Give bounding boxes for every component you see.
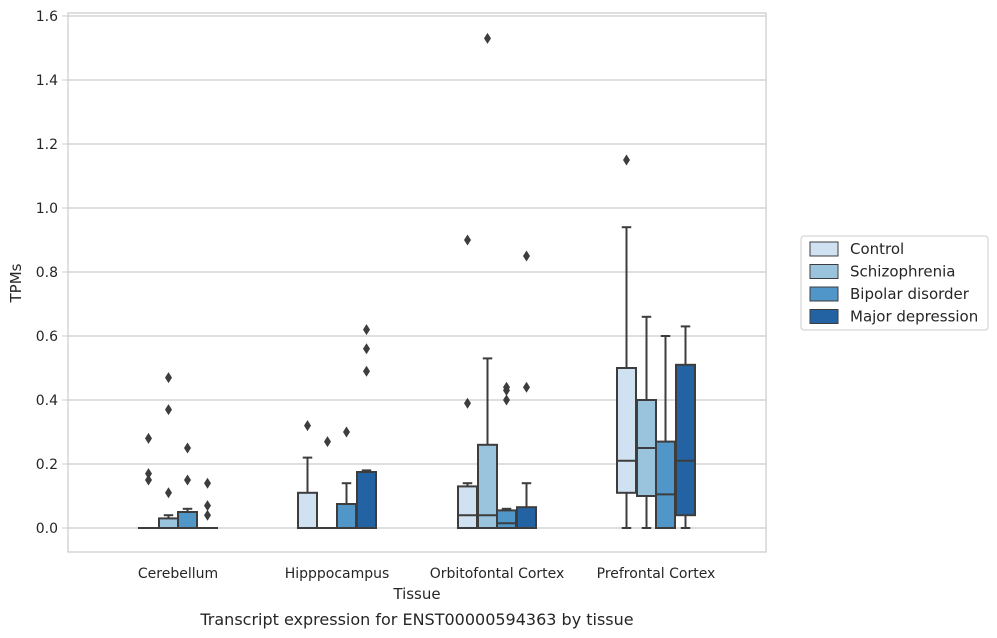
outlier-point (165, 404, 172, 416)
series-major-depression (197, 250, 696, 530)
box-cerebellum (177, 442, 198, 529)
outlier-point (343, 426, 350, 438)
outlier-point (145, 432, 152, 444)
box-prefrontal-cortex (616, 154, 637, 529)
x-axis-ticks: Cerebellum Hipppocampus Orbitofontal Corte… (138, 566, 715, 582)
y-tick-label: 0.6 (36, 329, 58, 345)
outlier-point (464, 397, 471, 409)
outlier-point (165, 487, 172, 499)
grid-lines (68, 15, 766, 529)
y-tick-label: 0.0 (36, 521, 58, 537)
outlier-point (623, 154, 630, 166)
legend-frame (800, 235, 989, 331)
legend-item: Control (809, 240, 904, 258)
box-orbitofontal-cortex (516, 250, 537, 530)
box-hipppocampus (317, 436, 338, 530)
box-body (356, 471, 377, 529)
outlier-point (464, 234, 471, 246)
legend-item: Major depression (809, 308, 978, 326)
outlier-point (145, 474, 152, 486)
box-cerebellum (197, 477, 218, 530)
outlier-point (324, 436, 331, 448)
series-bipolar-disorder (177, 335, 676, 530)
box-body (516, 506, 537, 530)
chart-caption: Transcript expression for ENST0000059436… (199, 610, 633, 629)
outlier-point (184, 474, 191, 486)
y-tick-label: 1.0 (36, 201, 58, 217)
x-axis-label: Tissue (392, 585, 440, 603)
box-body (616, 367, 637, 494)
box-hipppocampus (356, 324, 377, 529)
box-cerebellum (138, 432, 159, 530)
outlier-point (503, 394, 510, 406)
box-body (336, 503, 357, 529)
legend-swatch (809, 309, 839, 324)
legend-swatch (809, 264, 839, 279)
box-groups (138, 32, 696, 530)
legend-label: Schizophrenia (850, 263, 955, 281)
legend-swatch (809, 241, 839, 257)
plot-area-frame (67, 12, 767, 553)
outlier-point (523, 381, 530, 393)
legend-item: Schizophrenia (809, 263, 955, 281)
series-control (138, 154, 637, 530)
series-schizophrenia (158, 32, 657, 530)
y-tick-label: 1.2 (36, 137, 58, 153)
outlier-point (523, 250, 530, 262)
y-tick-label: 1.6 (36, 9, 58, 25)
x-tick-label: Hipppocampus (285, 566, 390, 582)
y-tick-label: 0.8 (36, 265, 58, 281)
box-body (675, 363, 696, 517)
box-prefrontal-cortex (636, 315, 657, 529)
legend: Control Schizophrenia Bipolar disorder Majo… (800, 235, 989, 331)
box-cerebellum (158, 372, 179, 530)
x-tick-label: Prefrontal Cortex (597, 566, 716, 582)
outlier-point (363, 365, 370, 377)
box-body (457, 485, 478, 529)
y-axis-label: TPMs (7, 263, 25, 303)
box-orbitofontal-cortex (477, 32, 498, 529)
outlier-point (204, 477, 211, 489)
box-prefrontal-cortex (675, 325, 696, 529)
box-prefrontal-cortex (655, 335, 676, 530)
legend-swatch (809, 286, 839, 302)
legend-item: Bipolar disorder (809, 285, 970, 303)
legend-label: Control (850, 240, 904, 258)
x-tick-label: Orbitofontal Cortex (430, 566, 565, 582)
outlier-point (304, 420, 311, 432)
outlier-point (363, 343, 370, 355)
box-orbitofontal-cortex (496, 381, 517, 529)
box-hipppocampus (336, 426, 357, 529)
outlier-point (363, 324, 370, 336)
box-body (177, 511, 198, 529)
x-tick-label: Cerebellum (138, 566, 218, 582)
legend-label: Bipolar disorder (850, 285, 970, 303)
box-body (496, 509, 517, 529)
outlier-point (204, 500, 211, 512)
box-hipppocampus (297, 420, 318, 529)
outlier-point (145, 468, 152, 480)
y-axis-ticks: 0.0 0.2 0.4 0.6 0.8 1.0 1.2 1.4 1.6 (36, 9, 68, 537)
box-orbitofontal-cortex (457, 234, 478, 529)
y-tick-label: 0.4 (36, 393, 58, 409)
y-tick-label: 1.4 (36, 73, 58, 89)
box-body (158, 517, 179, 530)
outlier-point (184, 442, 191, 454)
box-body (655, 440, 676, 530)
outlier-point (503, 381, 510, 393)
y-tick-label: 0.2 (36, 457, 58, 473)
box-body (477, 443, 498, 529)
outlier-point (204, 509, 211, 521)
box-body (297, 491, 318, 529)
outlier-point (165, 372, 172, 384)
outlier-point (484, 32, 491, 44)
legend-label: Major depression (850, 308, 978, 326)
